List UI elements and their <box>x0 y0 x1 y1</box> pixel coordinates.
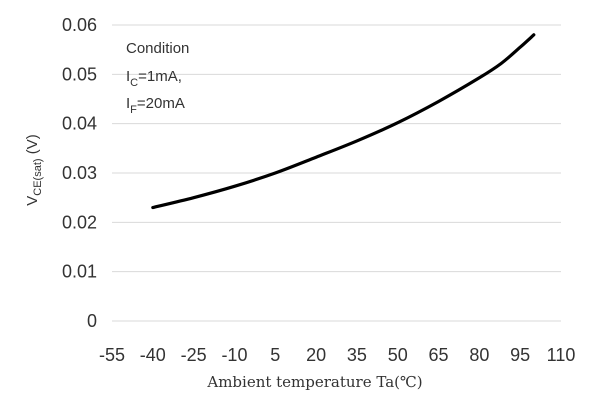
x-tick-label: -40 <box>140 345 166 365</box>
condition-line-1-sub: C <box>130 77 138 89</box>
y-tick-label: 0 <box>87 311 97 331</box>
y-tick-label: 0.04 <box>62 114 97 134</box>
y-tick-label: 0.01 <box>62 262 97 282</box>
condition-line-2-sub: F <box>130 104 137 116</box>
condition-title: Condition <box>126 40 189 57</box>
condition-line-2-rest: =20mA <box>137 95 185 112</box>
condition-line-1-rest: =1mA, <box>138 68 182 85</box>
y-tick-label: 0.06 <box>62 15 97 35</box>
x-tick-label: -55 <box>99 345 125 365</box>
x-tick-label: 20 <box>306 345 326 365</box>
x-tick-label: 50 <box>388 345 408 365</box>
y-axis-label-sub: CE(sat) <box>32 158 44 195</box>
y-tick-label: 0.02 <box>62 212 97 232</box>
condition-line-2: IF=20mA <box>126 95 185 116</box>
condition-line-1: IC=1mA, <box>126 68 182 89</box>
x-tick-label: 35 <box>347 345 367 365</box>
x-tick-labels: -55 -40 -25 -10 5 20 35 50 65 80 95 110 <box>99 345 575 365</box>
y-tick-label: 0.03 <box>62 163 97 183</box>
x-tick-label: 65 <box>429 345 449 365</box>
condition-line-1-main: I <box>126 68 130 85</box>
x-tick-label: 110 <box>547 345 576 365</box>
x-tick-label: 80 <box>469 345 489 365</box>
y-axis-label-main: V <box>24 196 41 206</box>
y-tick-label: 0.05 <box>62 64 97 84</box>
series-line <box>151 33 536 210</box>
x-tick-label: -10 <box>221 345 247 365</box>
y-axis-label: VCE(sat) (V) <box>24 134 44 205</box>
x-axis-label: Ambient temperature Ta(℃) <box>206 373 422 391</box>
condition-line-2-main: I <box>126 95 130 112</box>
series-layer <box>151 33 536 210</box>
grid-layer <box>112 24 561 273</box>
x-tick-label: 95 <box>510 345 530 365</box>
y-tick-labels: 0 0.01 0.02 0.03 0.04 0.05 0.06 <box>62 15 97 331</box>
x-tick-label: -25 <box>181 345 207 365</box>
x-tick-label: 5 <box>270 345 280 365</box>
y-axis-label-unit: (V) <box>24 134 41 158</box>
